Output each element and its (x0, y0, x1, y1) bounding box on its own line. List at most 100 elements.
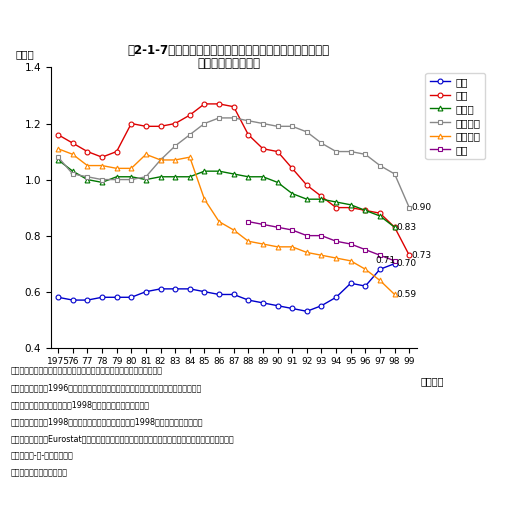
日本 (319, 303, 325, 309)
Text: ４．ドイツの1998年度の値は推定値、フランスの1998年度は暫定値である。: ４．ドイツの1998年度の値は推定値、フランスの1998年度は暫定値である。 (10, 417, 203, 426)
ドイツ (55, 157, 61, 163)
ＥＵ (245, 218, 251, 225)
ドイツ (114, 174, 120, 180)
フランス (304, 129, 310, 135)
ドイツ (377, 213, 383, 219)
フランス (347, 148, 354, 155)
イギリス (231, 227, 237, 233)
イギリス (128, 165, 134, 171)
フランス (319, 140, 325, 146)
フランス (333, 148, 339, 155)
Line: 日本: 日本 (56, 261, 397, 313)
ドイツ (143, 176, 149, 183)
フランス (245, 118, 251, 124)
イギリス (289, 244, 295, 250)
イギリス (143, 151, 149, 157)
イギリス (114, 165, 120, 171)
ドイツ (201, 168, 207, 174)
Text: 注）１．国際比較を行うため、各国とも人文・社会科学を含めている。: 注）１．国際比較を行うため、各国とも人文・社会科学を含めている。 (10, 366, 162, 375)
ドイツ (216, 168, 222, 174)
日本 (99, 294, 105, 301)
イギリス (260, 241, 266, 247)
日本 (260, 300, 266, 306)
イギリス (70, 151, 76, 157)
フランス (70, 171, 76, 177)
ＥＵ (289, 227, 295, 233)
ドイツ (99, 179, 105, 185)
米国 (333, 204, 339, 211)
日本 (216, 291, 222, 297)
米国 (128, 120, 134, 127)
Line: イギリス: イギリス (56, 146, 397, 297)
イギリス (216, 218, 222, 225)
米国 (362, 207, 368, 213)
日本 (245, 297, 251, 303)
日本 (55, 294, 61, 301)
フランス (216, 115, 222, 121)
Text: （ＧＤＰ）比の推移: （ＧＤＰ）比の推移 (197, 58, 260, 71)
ドイツ (289, 190, 295, 197)
ＥＵ (377, 252, 383, 258)
日本 (157, 286, 164, 292)
ＥＵ (362, 247, 368, 253)
日本 (347, 280, 354, 286)
Text: 0.73: 0.73 (411, 251, 432, 260)
イギリス (99, 162, 105, 169)
イギリス (201, 196, 207, 202)
米国 (347, 204, 354, 211)
Text: 第2-1-7図　主要国における政府負担研究費の対国内総生産: 第2-1-7図 主要国における政府負担研究費の対国内総生産 (128, 45, 330, 58)
米国 (260, 146, 266, 152)
ドイツ (157, 174, 164, 180)
フランス (157, 157, 164, 163)
ドイツ (245, 174, 251, 180)
イギリス (347, 258, 354, 264)
フランス (362, 151, 368, 157)
ドイツ (304, 196, 310, 202)
日本 (128, 294, 134, 301)
日本 (392, 261, 398, 267)
米国 (187, 112, 193, 118)
Text: ２．日本は、1996年度よりソフトウェア業が新たに調査対象業種となっている。: ２．日本は、1996年度よりソフトウェア業が新たに調査対象業種となっている。 (10, 383, 201, 392)
Line: フランス: フランス (56, 116, 411, 210)
イギリス (172, 157, 178, 163)
フランス (128, 176, 134, 183)
イギリス (333, 255, 339, 261)
フランス (187, 132, 193, 138)
ドイツ (392, 224, 398, 230)
米国 (216, 101, 222, 107)
Text: ３．米国は暦年の値で、1998年度以降は暫定値である。: ３．米国は暦年の値で、1998年度以降は暫定値である。 (10, 400, 149, 409)
Text: （年度）: （年度） (420, 376, 443, 386)
Text: 資料：第２-１-１図に同じ。: 資料：第２-１-１図に同じ。 (10, 452, 73, 460)
Legend: 日本, 米国, ドイツ, フランス, イギリス, ＥＵ: 日本, 米国, ドイツ, フランス, イギリス, ＥＵ (425, 73, 485, 159)
ドイツ (319, 196, 325, 202)
イギリス (187, 154, 193, 160)
フランス (231, 115, 237, 121)
日本 (333, 294, 339, 301)
ＥＵ (319, 233, 325, 239)
米国 (289, 165, 295, 171)
フランス (99, 176, 105, 183)
フランス (377, 162, 383, 169)
ドイツ (231, 171, 237, 177)
フランス (406, 204, 412, 211)
Text: 0.90: 0.90 (411, 203, 432, 212)
日本 (172, 286, 178, 292)
日本 (231, 291, 237, 297)
日本 (362, 283, 368, 289)
フランス (114, 176, 120, 183)
日本 (377, 266, 383, 272)
米国 (304, 182, 310, 188)
Text: 0.83: 0.83 (397, 223, 417, 231)
フランス (289, 123, 295, 129)
ドイツ (362, 207, 368, 213)
Line: ドイツ: ドイツ (56, 158, 397, 229)
Text: （参照：付属資料（１））: （参照：付属資料（１）） (10, 469, 67, 477)
日本 (304, 308, 310, 315)
米国 (172, 120, 178, 127)
米国 (406, 252, 412, 258)
米国 (157, 123, 164, 129)
ドイツ (172, 174, 178, 180)
ドイツ (333, 199, 339, 205)
イギリス (157, 157, 164, 163)
Line: 米国: 米国 (56, 102, 411, 257)
